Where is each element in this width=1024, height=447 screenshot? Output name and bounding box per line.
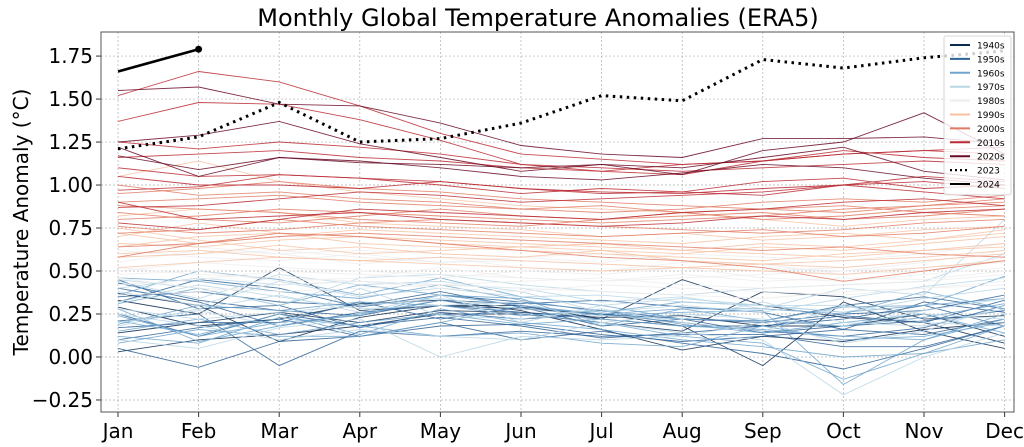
series-line-1990s	[117, 160, 1005, 227]
series-line-2020s	[117, 120, 1005, 181]
x-tick-label: Dec	[985, 419, 1024, 443]
x-tick-label: Sep	[744, 419, 782, 443]
series-line-2024	[117, 47, 199, 73]
series-line-1970s	[117, 280, 1005, 313]
series-line-2020s	[117, 112, 1005, 177]
series-line-1950s	[117, 301, 1005, 334]
x-tick-label: Jan	[101, 419, 134, 443]
series-line-1980s	[117, 277, 1005, 299]
x-axis-ticks: Jan Feb Mar Apr May Jun Jul Aug Sep Oct Nov Dec	[101, 412, 1024, 443]
y-tick-label: 1.75	[48, 44, 93, 68]
series-line-2000s	[117, 194, 1005, 213]
series-line-1950s	[117, 313, 1005, 367]
series-line-1970s	[117, 273, 1005, 313]
series-line-2000s	[117, 205, 1005, 224]
series-line-2010s	[117, 198, 1005, 231]
y-tick-label: −0.25	[32, 388, 93, 412]
legend-label: 2023	[977, 167, 1000, 177]
x-tick-label: Apr	[342, 419, 377, 443]
y-tick-label: 0.00	[48, 345, 93, 369]
x-tick-label: Mar	[260, 419, 299, 443]
legend-label: 2010s	[977, 139, 1005, 149]
series-line-1980s	[117, 249, 1005, 272]
legend-label: 2024	[977, 181, 1000, 191]
series-lines	[117, 45, 1005, 396]
y-tick-label: 0.75	[48, 216, 93, 240]
series-line-1980s	[117, 280, 1005, 296]
legend-label: 1960s	[977, 69, 1005, 79]
series-line-2010s	[117, 181, 1005, 208]
series-line-2000s	[117, 232, 1005, 258]
y-tick-label: 0.50	[48, 259, 93, 283]
legend-label: 1950s	[977, 55, 1005, 65]
series-line-1970s	[117, 313, 1005, 396]
series-line-2010s	[117, 167, 1005, 200]
x-tick-label: Jul	[588, 419, 614, 443]
series-line-1990s	[117, 222, 1005, 251]
legend-label: 1990s	[977, 111, 1005, 121]
series-line-1950s	[117, 318, 1005, 368]
series-line-2010s	[117, 201, 1005, 227]
y-tick-label: 0.25	[48, 302, 93, 326]
series-line-1960s	[117, 303, 1005, 344]
series-line-1960s	[117, 308, 1005, 358]
y-tick-label: 1.00	[48, 173, 93, 197]
x-tick-label: Jun	[503, 419, 536, 443]
series-line-2000s	[117, 184, 1005, 220]
series-line-1990s	[117, 236, 1005, 255]
series-line-1970s	[117, 304, 1005, 358]
plot-frame	[100, 31, 1015, 413]
series-line-1970s	[117, 298, 1005, 327]
series-line-1980s	[117, 261, 1005, 282]
x-tick-label: Nov	[904, 419, 943, 443]
legend-label: 2020s	[977, 153, 1005, 163]
series-marker-2024	[195, 45, 203, 53]
series-line-2000s	[117, 205, 1005, 227]
series-line-1970s	[117, 219, 1005, 310]
series-line-1980s	[117, 243, 1005, 263]
series-line-1990s	[117, 232, 1005, 262]
series-line-2000s	[117, 201, 1005, 224]
series-line-2010s	[117, 71, 1005, 165]
series-line-1960s	[117, 275, 1005, 313]
series-line-2010s	[117, 175, 1005, 196]
y-tick-label: 1.50	[48, 87, 93, 111]
series-line-2010s	[117, 102, 1005, 172]
series-line-2023	[117, 49, 1005, 151]
y-axis-ticks: −0.25 0.00 0.25 0.50 0.75 1.00 1.25 1.50 1.75	[32, 44, 101, 412]
series-line-1960s	[117, 299, 1005, 380]
series-line-1970s	[117, 294, 1005, 327]
series-line-1990s	[117, 249, 1005, 272]
y-tick-label: 1.25	[48, 130, 93, 154]
series-line-1960s	[117, 301, 1005, 334]
legend-label: 2000s	[977, 125, 1005, 135]
chart-title: Monthly Global Temperature Anomalies (ER…	[257, 4, 818, 32]
x-tick-label: Aug	[663, 419, 702, 443]
legend: 1940s 1950s 1960s 1970s 1980s 1990s 2000s 2010s…	[943, 35, 1012, 196]
legend-label: 1940s	[977, 42, 1005, 52]
series-line-1950s	[117, 318, 1005, 370]
legend-label: 1980s	[977, 97, 1005, 107]
x-tick-label: Feb	[181, 419, 216, 443]
series-line-2000s	[117, 232, 1005, 282]
y-axis-label: Temperature Anomaly (°C)	[9, 89, 33, 357]
legend-label: 1970s	[977, 83, 1005, 93]
legend-box	[943, 35, 1012, 196]
series-line-2020s	[117, 86, 1005, 158]
series-line-1940s	[117, 310, 1005, 337]
x-tick-label: Oct	[826, 419, 861, 443]
series-line-1990s	[117, 249, 1005, 275]
x-tick-label: May	[420, 419, 462, 443]
series-line-2020s	[117, 155, 1005, 186]
series-line-1960s	[117, 313, 1005, 341]
series-line-1980s	[117, 267, 1005, 286]
